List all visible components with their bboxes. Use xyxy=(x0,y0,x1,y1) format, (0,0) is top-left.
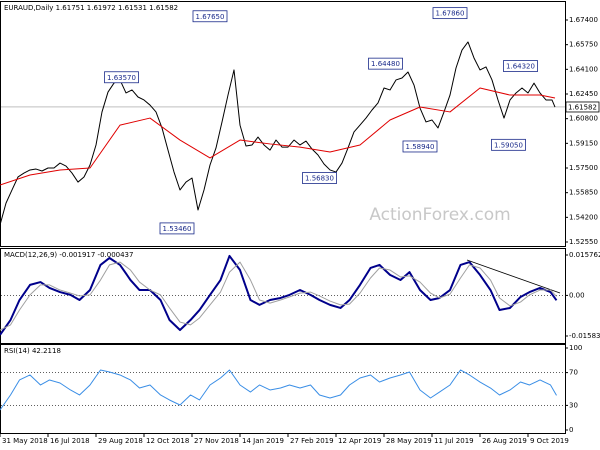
y-tick-label: 1.64100 xyxy=(569,65,598,73)
y-tick-label: 1.62450 xyxy=(569,90,598,98)
y-tick-label: 0 xyxy=(569,426,573,434)
annotation-box xyxy=(104,71,139,84)
annotation-box xyxy=(302,172,337,184)
annotation-label: 1.56830 xyxy=(305,175,334,183)
series-line xyxy=(0,254,558,336)
annotation-label: 1.67650 xyxy=(196,13,225,21)
annotation-label: 1.64480 xyxy=(371,60,400,68)
low: 1.61531 xyxy=(118,4,147,12)
x-tick-label: 28 May 2019 xyxy=(386,437,432,445)
y-tick-label: 70 xyxy=(569,369,578,377)
rsi-frame xyxy=(0,344,566,434)
macd-title: MACD(12,26,9) -0.001917 -0.000437 xyxy=(4,251,133,259)
annotation-box xyxy=(402,140,438,153)
x-tick-label: 29 Aug 2018 xyxy=(98,437,143,445)
annotation-box xyxy=(368,57,403,70)
price-frame xyxy=(0,1,566,247)
x-tick-label: 12 Oct 2018 xyxy=(146,437,189,445)
y-tick-label: 30 xyxy=(569,401,578,409)
y-tick-label: 1.52550 xyxy=(569,238,598,246)
y-tick-label: 1.60800 xyxy=(569,115,598,123)
y-tick-label: -0.015834 xyxy=(569,332,600,340)
rsi-title: RSI(14) 42.2118 xyxy=(4,347,61,355)
y-tick-label: 1.65750 xyxy=(569,41,598,49)
annotation-box xyxy=(159,222,195,235)
x-tick-label: 12 Apr 2019 xyxy=(338,437,381,445)
annotation-box xyxy=(192,10,228,23)
last-price-box xyxy=(565,101,600,113)
open: 1.61751 xyxy=(56,4,85,12)
y-tick-label: 0.015762 xyxy=(569,251,600,259)
high: 1.61972 xyxy=(87,4,116,12)
x-tick-label: 27 Feb 2019 xyxy=(290,437,334,445)
x-tick-label: 26 Aug 2019 xyxy=(482,437,527,445)
annotation-label: 1.53460 xyxy=(163,225,192,233)
x-tick-label: 14 Jan 2019 xyxy=(242,437,284,445)
annotation-label: 1.64320 xyxy=(506,63,535,71)
y-tick-label: 1.57500 xyxy=(569,164,598,172)
annotation-box xyxy=(503,60,538,72)
x-tick-label: 27 Nov 2018 xyxy=(194,437,239,445)
x-tick-label: 9 Oct 2019 xyxy=(530,437,569,445)
series-line xyxy=(0,87,556,186)
y-tick-label: 1.54200 xyxy=(569,213,598,221)
macd-trendline xyxy=(466,259,561,294)
x-tick-label: 16 Jul 2018 xyxy=(50,437,90,445)
x-tick-label: 31 May 2018 xyxy=(2,437,48,445)
y-tick-label: 1.55850 xyxy=(569,189,598,197)
y-tick-label: 100 xyxy=(569,344,582,352)
annotation-box xyxy=(432,7,468,20)
symbol: EURAUD,Daily xyxy=(4,4,53,12)
chart-title: EURAUD,Daily 1.61751 1.61972 1.61531 1.6… xyxy=(4,4,178,12)
x-tick-label: 11 Jul 2019 xyxy=(434,437,474,445)
annotation-box xyxy=(491,138,526,151)
last-price-label: 1.61582 xyxy=(568,103,597,111)
y-tick-label: 1.59150 xyxy=(569,139,598,147)
close: 1.61582 xyxy=(149,4,178,12)
annotation-label: 1.58940 xyxy=(406,143,435,151)
y-tick-label: 0.00 xyxy=(569,291,585,299)
watermark: ActionForex.com xyxy=(369,205,510,225)
series-line xyxy=(0,41,556,226)
macd-frame xyxy=(0,248,566,344)
series-line xyxy=(0,369,557,411)
annotation-label: 1.63570 xyxy=(107,74,136,82)
annotation-label: 1.67860 xyxy=(436,10,465,18)
series-line xyxy=(0,261,557,331)
annotation-label: 1.59050 xyxy=(494,141,523,149)
y-tick-label: 1.67400 xyxy=(569,16,598,24)
